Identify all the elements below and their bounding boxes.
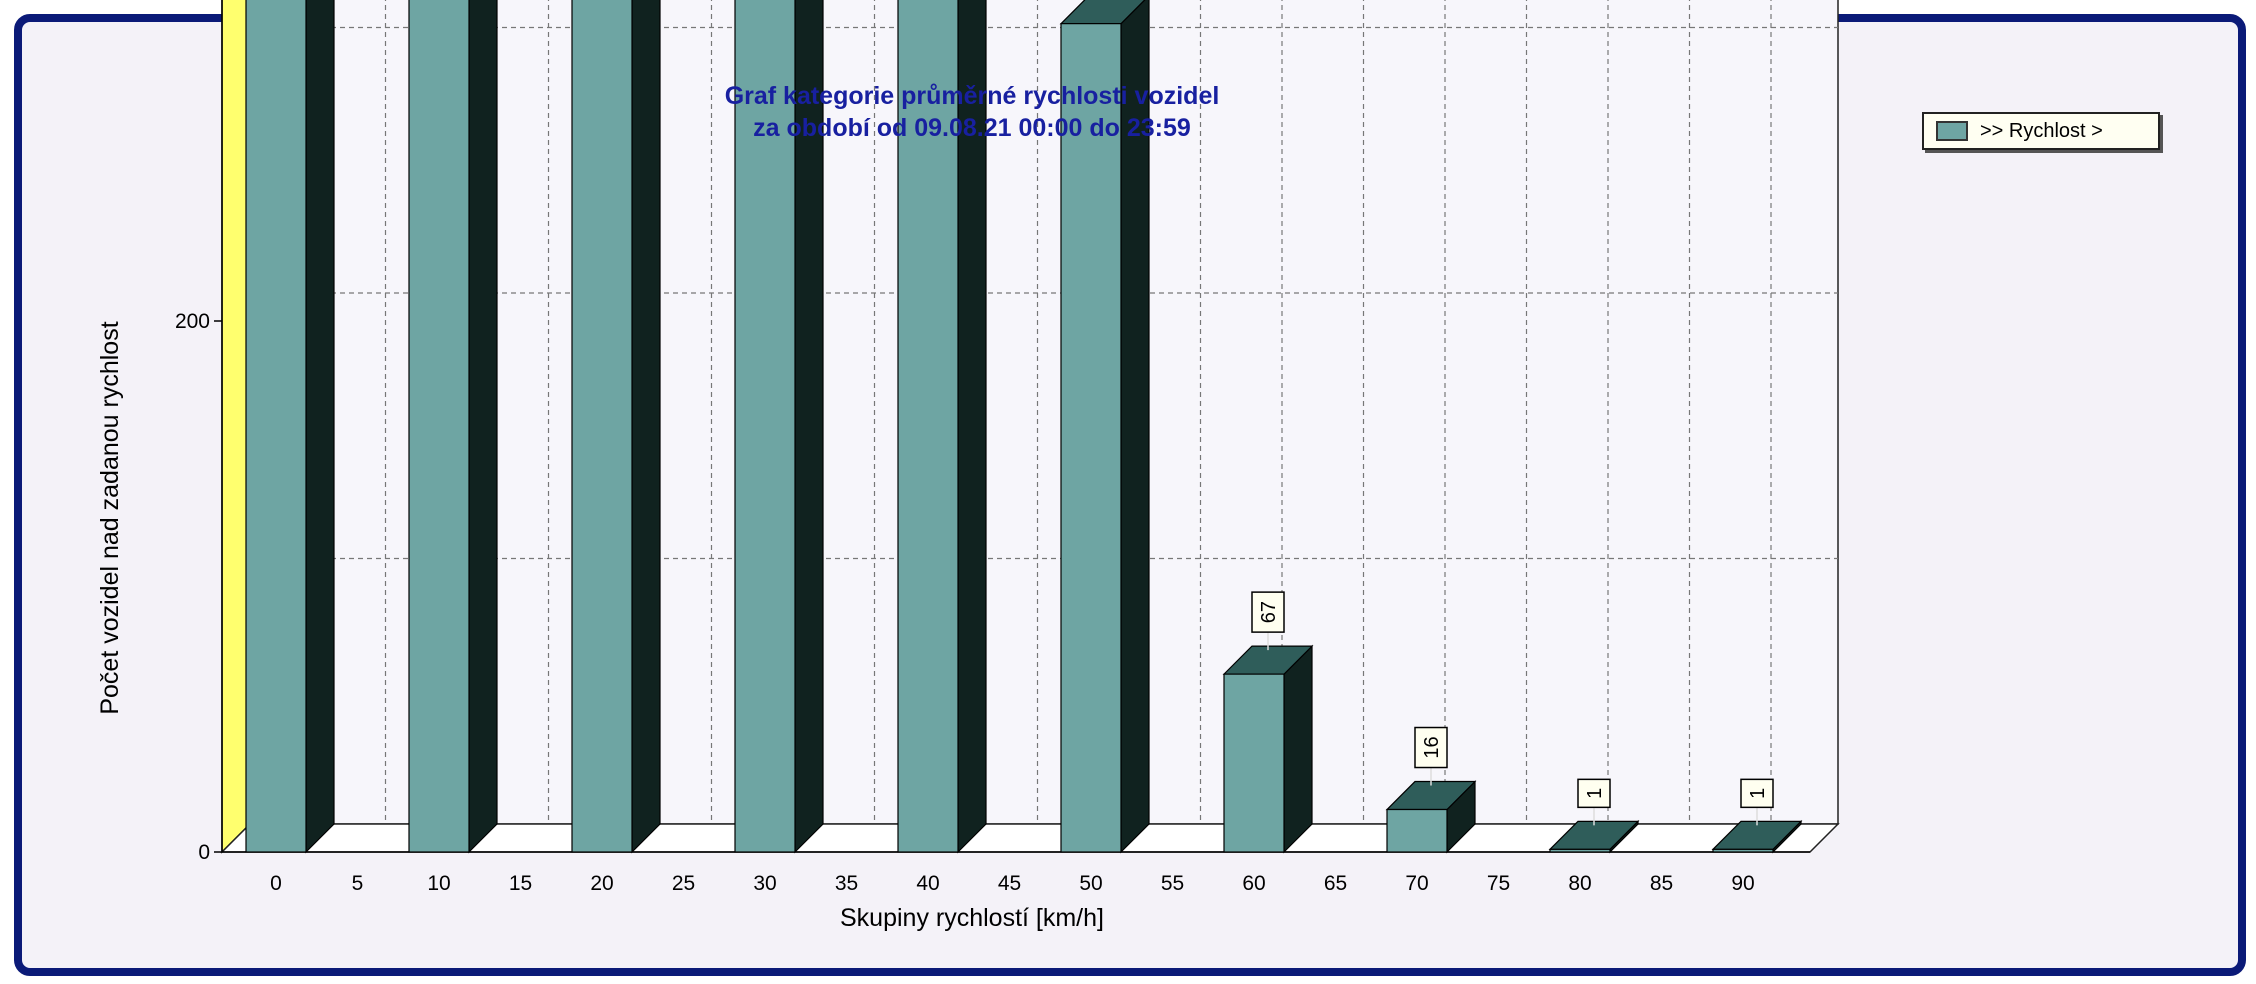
- y-axis-label: Počet vozidel nad zadanou rychlost: [96, 321, 124, 714]
- bar: [734, 0, 796, 853]
- bar: [1549, 848, 1611, 853]
- data-label-box: [1251, 591, 1285, 633]
- data-label-box: [1577, 778, 1611, 809]
- legend-label: >> Rychlost >: [1980, 119, 2103, 142]
- x-tick-label: 35: [835, 872, 858, 895]
- bar-side: [957, 0, 987, 854]
- bar: [1712, 848, 1774, 853]
- data-label: 67: [1258, 601, 1280, 623]
- x-tick-label: 25: [672, 872, 695, 895]
- bar-side: [468, 0, 498, 854]
- x-tick-label: 10: [427, 872, 450, 895]
- x-tick-label: 75: [1487, 872, 1510, 895]
- bar: [1060, 23, 1122, 853]
- x-tick-label: 50: [1079, 872, 1102, 895]
- bar: [408, 0, 470, 853]
- x-tick-label: 80: [1568, 872, 1591, 895]
- bar-side: [794, 0, 824, 854]
- data-label: 1: [1747, 788, 1769, 799]
- x-tick-label: 90: [1731, 872, 1754, 895]
- bar: [571, 0, 633, 853]
- x-tick-label: 5: [352, 872, 364, 895]
- bar-side: [1283, 644, 1313, 854]
- chart-title: Graf kategorie průměrné rychlosti vozide…: [725, 82, 1220, 110]
- bar: [897, 0, 959, 853]
- data-label: 1: [1584, 788, 1606, 799]
- x-tick-label: 30: [753, 872, 776, 895]
- plot-back-wall: [249, 0, 1839, 825]
- x-tick-label: 65: [1324, 872, 1347, 895]
- y-tick-label: 200: [175, 310, 210, 333]
- y-tick-label: 0: [198, 841, 210, 864]
- legend-swatch: [1936, 121, 1968, 141]
- x-tick-label: 70: [1405, 872, 1428, 895]
- x-tick-label: 45: [998, 872, 1021, 895]
- data-label-box: [1414, 726, 1448, 769]
- bar: [1223, 673, 1285, 853]
- x-tick-label: 15: [509, 872, 532, 895]
- chart-subtitle: za období od 09.08.21 00:00 do 23:59: [753, 114, 1191, 142]
- data-label: 16: [1421, 736, 1443, 758]
- x-tick-label: 55: [1161, 872, 1184, 895]
- bar: [1386, 808, 1448, 853]
- x-tick-label: 60: [1242, 872, 1265, 895]
- x-axis-label: Skupiny rychlostí [km/h]: [840, 904, 1104, 932]
- bar-side: [305, 0, 335, 854]
- data-label-box: [1740, 778, 1774, 809]
- x-tick-label: 20: [590, 872, 613, 895]
- bar-side: [631, 0, 661, 854]
- x-tick-label: 0: [270, 872, 282, 895]
- bar: [245, 0, 307, 853]
- x-tick-label: 85: [1650, 872, 1673, 895]
- x-tick-label: 40: [916, 872, 939, 895]
- legend: >> Rychlost >: [1922, 112, 2160, 150]
